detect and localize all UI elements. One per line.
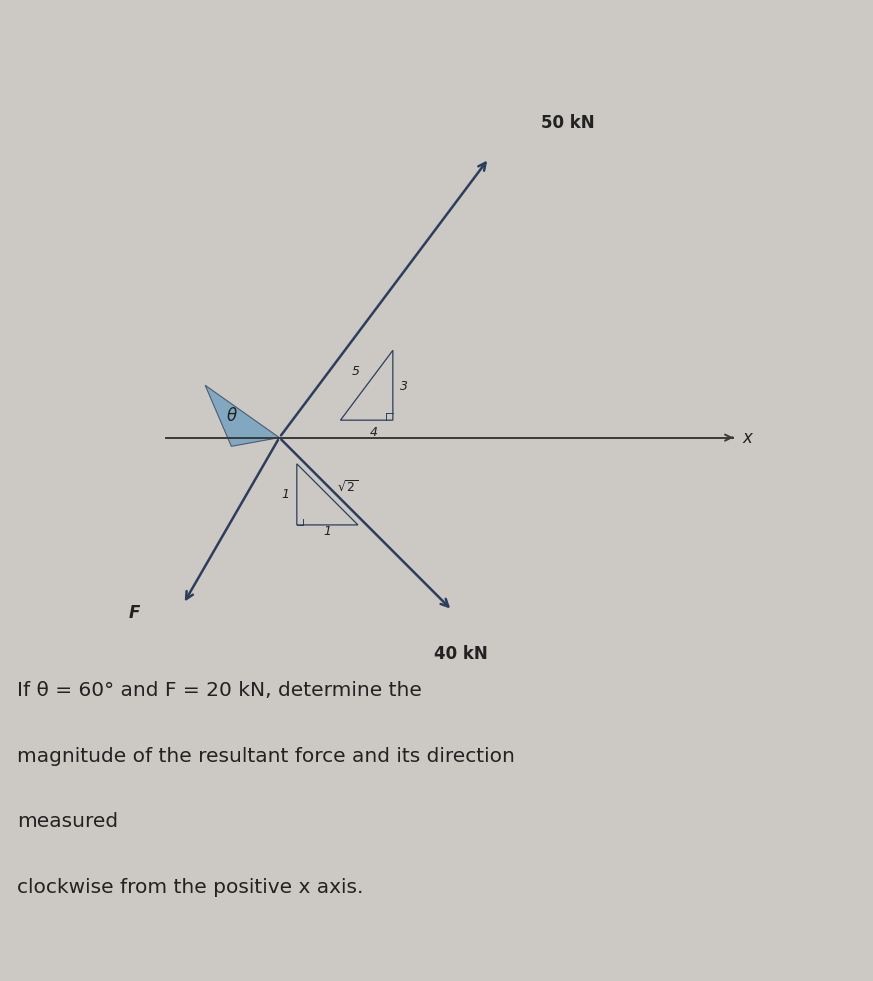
Text: If θ = 60° and F = 20 kN, determine the: If θ = 60° and F = 20 kN, determine the [17,681,423,700]
Text: clockwise from the positive x axis.: clockwise from the positive x axis. [17,878,364,897]
Text: 4: 4 [369,426,378,439]
Text: magnitude of the resultant force and its direction: magnitude of the resultant force and its… [17,747,515,766]
Text: x: x [742,429,752,446]
Text: measured: measured [17,812,119,831]
Text: F: F [128,603,140,622]
Text: 40 kN: 40 kN [434,645,488,663]
Polygon shape [205,386,279,446]
Text: 1: 1 [282,488,290,501]
Text: θ: θ [226,407,237,425]
Text: 1: 1 [323,526,332,539]
Text: 3: 3 [400,380,408,392]
Text: 5: 5 [352,365,361,378]
Text: 50 kN: 50 kN [541,115,595,132]
Text: $\sqrt{2}$: $\sqrt{2}$ [337,480,358,494]
